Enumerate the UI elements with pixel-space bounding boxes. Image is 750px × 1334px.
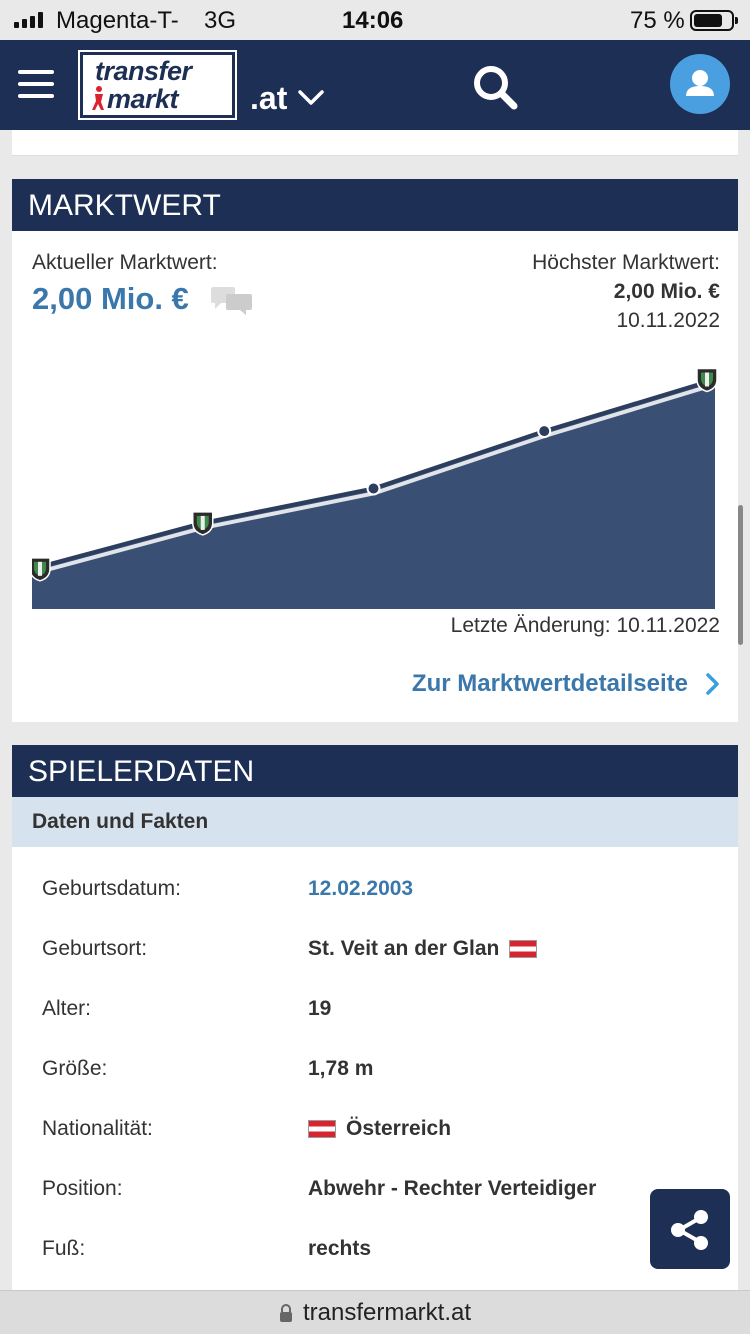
club-crest-icon[interactable] <box>696 367 718 393</box>
row-birthdate: Geburtsdatum: 12.02.2003 <box>42 859 738 919</box>
clock: 14:06 <box>342 7 404 34</box>
row-height: Größe: 1,78 m <box>42 1039 738 1099</box>
birthplace-value: St. Veit an der Glan <box>308 937 500 960</box>
market-value-detail-link[interactable]: Zur Marktwertdetailseite <box>412 670 720 698</box>
battery-percent: 75 % <box>630 7 685 34</box>
user-icon <box>686 70 714 96</box>
facts-subheading: Daten und Fakten <box>12 797 738 847</box>
chart-point-2[interactable] <box>366 481 381 496</box>
position-value: Abwehr - Rechter Verteidiger <box>308 1177 597 1200</box>
highest-value-label: Höchster Marktwert: <box>532 251 720 274</box>
current-value: 2,00 Mio. € <box>32 281 189 316</box>
spielerdaten-card: SPIELERDATEN Daten und Fakten Geburtsdat… <box>12 745 738 1305</box>
row-label: Geburtsdatum: <box>42 877 181 900</box>
carrier-name: Magenta-T- <box>56 7 179 34</box>
height-value: 1,78 m <box>308 1057 374 1080</box>
last-change-text: Letzte Änderung: 10.11.2022 <box>450 614 720 637</box>
row-label: Größe: <box>42 1057 108 1080</box>
detail-link-label: Zur Marktwertdetailseite <box>411 670 688 697</box>
row-value: St. Veit an der Glan <box>308 937 538 961</box>
network-type: 3G <box>204 7 237 34</box>
signal-icon <box>14 12 43 28</box>
highest-value: 2,00 Mio. € <box>613 280 720 303</box>
club-crest-icon[interactable] <box>192 511 214 536</box>
logo-player-icon <box>92 86 104 110</box>
row-label: Alter: <box>42 997 92 1020</box>
current-value-label: Aktueller Marktwert: <box>32 251 218 274</box>
player-data-rows: Geburtsdatum: 12.02.2003 Geburtsort: St.… <box>12 847 738 1279</box>
austria-flag-icon <box>509 940 538 958</box>
logo-line2: markt <box>107 84 179 114</box>
marktwert-card: MARKTWERT Aktueller Marktwert: 2,00 Mio.… <box>12 179 738 722</box>
birthdate-link[interactable]: 12.02.2003 <box>308 877 414 900</box>
status-bar: Magenta-T- 3G 14:06 75 % <box>0 0 750 40</box>
browser-url-bar[interactable]: transfermarkt.at <box>0 1290 750 1334</box>
menu-icon[interactable] <box>18 70 54 100</box>
row-label: Geburtsort: <box>42 937 148 960</box>
spielerdaten-heading: SPIELERDATEN <box>12 745 738 797</box>
row-age: Alter: 19 <box>42 979 738 1039</box>
share-button[interactable] <box>650 1189 730 1269</box>
search-icon[interactable] <box>472 64 518 110</box>
logo-line1: transfer <box>95 56 192 86</box>
foot-value: rechts <box>308 1237 372 1260</box>
club-crest-icon[interactable] <box>32 557 51 582</box>
chevron-right-icon <box>706 673 719 695</box>
row-label: Position: <box>42 1177 123 1200</box>
row-position: Position: Abwehr - Rechter Verteidiger <box>42 1159 738 1219</box>
app-header: transfer markt .at <box>0 40 750 130</box>
row-birthplace: Geburtsort: St. Veit an der Glan <box>42 919 738 979</box>
row-foot: Fuß: rechts <box>42 1219 738 1279</box>
chart-point-3[interactable] <box>537 424 552 439</box>
user-avatar-button[interactable] <box>670 54 730 114</box>
austria-flag-icon <box>308 1120 336 1138</box>
chevron-down-icon[interactable] <box>298 90 324 106</box>
url-text: transfermarkt.at <box>302 1298 472 1326</box>
row-nationality: Nationalität: Österreich <box>42 1099 738 1159</box>
nationality-value: Österreich <box>346 1117 452 1140</box>
lock-icon <box>279 1303 292 1322</box>
row-label: Nationalität: <box>42 1117 153 1140</box>
age-value: 19 <box>308 997 332 1020</box>
battery-icon <box>690 10 738 31</box>
logo[interactable]: transfer markt <box>78 50 237 120</box>
comment-bubbles-icon[interactable] <box>210 285 254 315</box>
domain-selector-label[interactable]: .at <box>250 80 288 116</box>
previous-card-bottom <box>12 130 738 156</box>
highest-value-date: 10.11.2022 <box>616 309 720 332</box>
scrollbar[interactable] <box>738 505 743 645</box>
row-value: Österreich <box>308 1117 451 1141</box>
row-label: Fuß: <box>42 1237 86 1260</box>
market-value-chart[interactable] <box>32 364 722 609</box>
marktwert-heading: MARKTWERT <box>12 179 738 231</box>
share-icon <box>671 1210 708 1250</box>
